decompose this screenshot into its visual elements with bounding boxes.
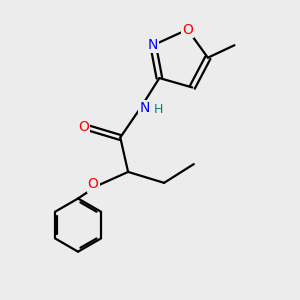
Text: N: N xyxy=(139,101,150,115)
Text: O: O xyxy=(88,177,98,191)
Text: O: O xyxy=(78,119,89,134)
Text: H: H xyxy=(154,103,164,116)
Text: N: N xyxy=(148,38,158,52)
Text: O: O xyxy=(182,22,193,37)
